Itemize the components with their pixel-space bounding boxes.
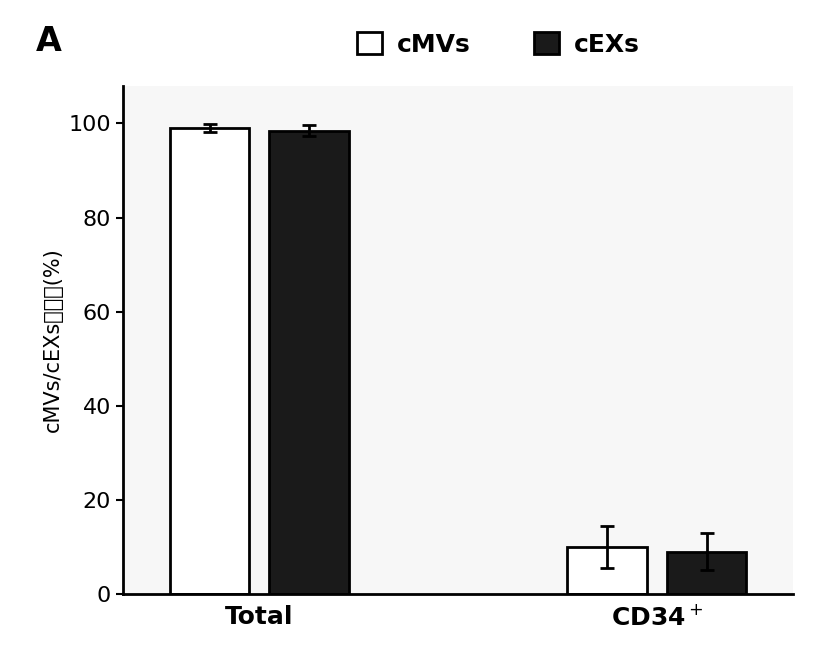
Bar <box>667 552 746 594</box>
Bar <box>269 131 348 594</box>
Legend: cMVs, cEXs: cMVs, cEXs <box>348 22 649 67</box>
Bar <box>170 128 249 594</box>
Y-axis label: cMVs/cEXs的纯化(%): cMVs/cEXs的纯化(%) <box>43 248 63 432</box>
Text: A: A <box>35 25 61 58</box>
Bar <box>568 547 647 594</box>
